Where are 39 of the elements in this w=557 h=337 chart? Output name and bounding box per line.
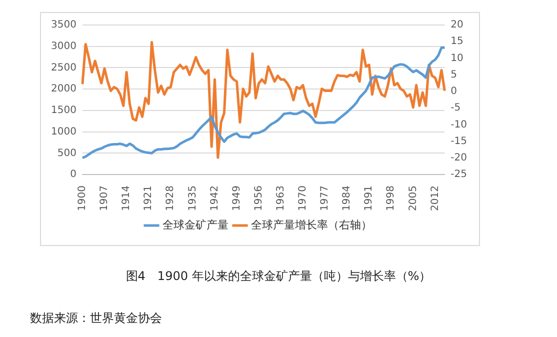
x-tick-label: 2012 bbox=[430, 186, 441, 212]
y-tick-label: 0 bbox=[70, 169, 76, 180]
y2-tick-label: -25 bbox=[450, 169, 468, 180]
x-tick-label: 1942 bbox=[209, 186, 220, 212]
y-tick-label: 3500 bbox=[50, 20, 76, 31]
y-tick-label: 1000 bbox=[50, 126, 76, 138]
y-tick-label: 2000 bbox=[50, 84, 76, 95]
x-tick-label: 1977 bbox=[320, 186, 331, 212]
x-tick-label: 1991 bbox=[364, 186, 375, 212]
x-tick-label: 1956 bbox=[253, 186, 264, 212]
y2-tick-label: 0 bbox=[450, 86, 458, 98]
y-tick-label: 2500 bbox=[50, 62, 76, 74]
y2-tick-label: -10 bbox=[450, 119, 468, 130]
x-tick-label: 1921 bbox=[143, 186, 154, 212]
y2-tick-label: 15 bbox=[450, 36, 464, 48]
x-tick-label: 1900 bbox=[77, 186, 88, 212]
legend-label: 全球产量增长率（右轴） bbox=[251, 218, 372, 232]
y-tick-label: 500 bbox=[57, 148, 76, 159]
x-tick-label: 1963 bbox=[275, 186, 286, 212]
source-note: 数据来源：世界黄金协会 bbox=[30, 310, 162, 327]
y-tick-label: 1500 bbox=[50, 105, 76, 116]
x-tick-label: 1907 bbox=[99, 186, 110, 212]
y2-tick-label: -20 bbox=[450, 152, 468, 164]
x-tick-label: 1970 bbox=[298, 186, 309, 212]
text: 图4 1900 年以来的全球金矿产量（吨）与增长率（%） bbox=[124, 268, 432, 285]
x-tick-label: 1914 bbox=[121, 186, 132, 212]
x-tick-label: 1928 bbox=[165, 186, 176, 212]
x-tick-label: 1998 bbox=[386, 186, 397, 212]
x-tick-label: 1949 bbox=[231, 186, 242, 212]
y2-tick-label: 20 bbox=[450, 20, 464, 31]
x-tick-label: 1935 bbox=[187, 186, 198, 212]
y2-tick-label: 10 bbox=[450, 52, 464, 64]
legend-label: 全球金矿产量 bbox=[162, 218, 228, 232]
y2-tick-label: -5 bbox=[450, 102, 461, 114]
y2-tick-label: -15 bbox=[450, 136, 468, 147]
x-tick-label: 2005 bbox=[408, 186, 419, 212]
y-tick-label: 3000 bbox=[50, 40, 76, 52]
x-tick-label: 1984 bbox=[342, 186, 353, 212]
y2-tick-label: 5 bbox=[450, 69, 458, 80]
